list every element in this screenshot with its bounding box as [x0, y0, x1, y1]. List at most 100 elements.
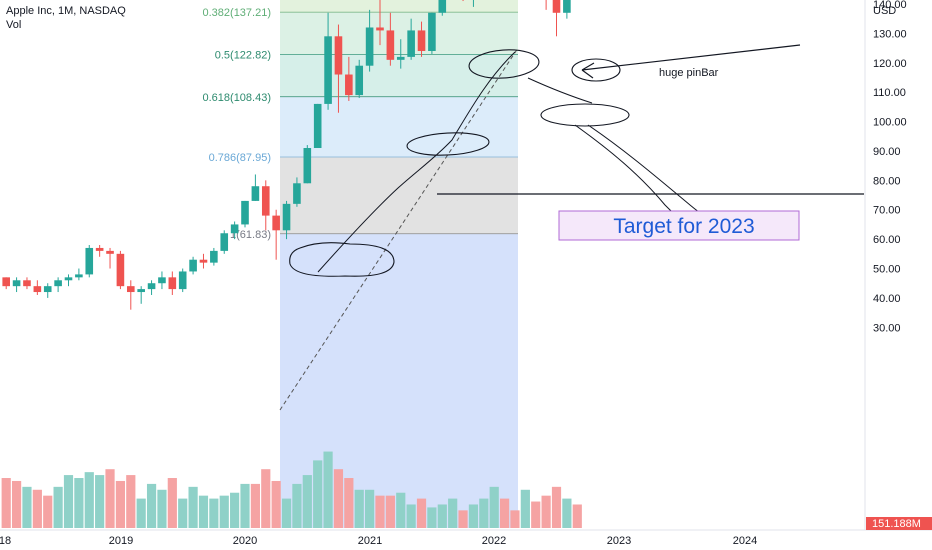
- volume-bar: [1, 478, 11, 528]
- fib-trend-dashed-line: [279, 47, 519, 411]
- candle-body: [189, 259, 197, 272]
- candle-body: [303, 148, 312, 184]
- volume-bar: [448, 498, 458, 528]
- volume-bar: [63, 475, 74, 528]
- price-tick-label: 50.00: [873, 264, 901, 276]
- candle-body: [54, 280, 62, 287]
- circle-top-2022: [468, 49, 540, 79]
- volume-bars: [1, 451, 582, 528]
- candle-body: [95, 247, 104, 251]
- candle-body: [116, 253, 125, 287]
- candle-body: [126, 286, 135, 293]
- volume-bar: [209, 498, 219, 528]
- volume-bar: [115, 480, 126, 528]
- volume-bar: [84, 472, 94, 528]
- volume-badge: [866, 517, 932, 530]
- candle-body: [106, 250, 114, 254]
- candle-body: [355, 65, 364, 96]
- candle-body: [12, 280, 21, 287]
- candle-body: [428, 12, 436, 52]
- candle-body: [75, 274, 83, 278]
- volume-bar: [188, 486, 198, 528]
- volume-bar: [365, 489, 375, 528]
- volume-bar: [323, 451, 333, 528]
- volume-bar: [240, 483, 250, 528]
- volume-bar: [136, 498, 146, 528]
- volume-bar: [354, 489, 364, 528]
- circle-pinbar: [571, 58, 621, 82]
- volume-bar: [479, 498, 489, 528]
- candle-body: [334, 36, 343, 75]
- candle-body: [137, 289, 145, 293]
- price-tick-label: 40.00: [873, 293, 901, 305]
- price-tick-label: 30.00: [873, 322, 901, 334]
- volume-bar: [95, 475, 105, 528]
- time-tick-label: 2019: [109, 535, 133, 547]
- drawings[interactable]: huge pinBar Target for 2023: [279, 44, 864, 411]
- price-badges: 155.8127d 15h151.188M: [866, 517, 932, 530]
- price-tick-label: 140.00: [873, 0, 907, 11]
- volume-bar: [385, 495, 395, 528]
- volume-bar: [344, 478, 354, 528]
- candle-body: [386, 30, 395, 60]
- volume-bar: [427, 507, 437, 528]
- candle-body: [282, 203, 291, 231]
- candle-body: [272, 215, 280, 231]
- time-tick-label: 2024: [733, 535, 757, 547]
- candle-body: [324, 36, 332, 104]
- candlesticks: [2, 0, 571, 310]
- volume-bar: [178, 498, 188, 528]
- price-tick-label: 130.00: [873, 28, 907, 40]
- candle-body: [23, 280, 31, 287]
- time-tick-label: 2023: [607, 535, 631, 547]
- price-axis[interactable]: 190.00180.00170.00160.00150.00140.00130.…: [864, 0, 907, 530]
- fib-zone: [280, 0, 518, 13]
- candle-body: [199, 259, 208, 263]
- volume-bar: [198, 495, 209, 528]
- price-tick-label: 110.00: [873, 87, 906, 99]
- volume-bar: [302, 475, 312, 528]
- candle-body: [396, 56, 405, 60]
- price-tick-label: 60.00: [873, 234, 901, 246]
- volume-bar: [219, 495, 229, 528]
- candle-body: [251, 186, 260, 201]
- volume-bar: [520, 489, 530, 528]
- time-axis[interactable]: 18 2019 2020 2021 2022 2023 2024: [0, 529, 932, 547]
- volume-bar: [146, 483, 157, 528]
- candle-body: [293, 183, 301, 204]
- candle-body: [563, 0, 571, 13]
- volume-bar: [468, 504, 479, 528]
- candle-body: [147, 283, 156, 290]
- fib-level-label: 1(61.83): [230, 229, 271, 241]
- volume-bar: [458, 510, 468, 528]
- price-tick-label: 100.00: [873, 117, 907, 129]
- time-tick-label: 2021: [358, 535, 382, 547]
- circle-retest: [540, 103, 630, 127]
- pinbar-arrow: [581, 44, 801, 79]
- circle-mid-2021: [406, 132, 490, 156]
- candle-body: [2, 277, 10, 287]
- volume-bar: [157, 489, 167, 528]
- candle-body: [85, 247, 94, 275]
- pinbar-label: huge pinBar: [659, 67, 719, 79]
- volume-bar: [292, 483, 302, 528]
- candle-body: [376, 27, 384, 31]
- volume-bar: [333, 469, 344, 528]
- candle-body: [33, 286, 42, 293]
- time-tick-label: 2022: [482, 535, 506, 547]
- candle-body: [230, 224, 239, 234]
- volume-bar: [499, 498, 510, 528]
- volume-bar: [510, 510, 520, 528]
- symbol-title[interactable]: Apple Inc, 1M, NASDAQ: [6, 5, 126, 17]
- volume-bar: [22, 486, 32, 528]
- fib-zone: [280, 12, 518, 55]
- target-box[interactable]: [558, 210, 800, 241]
- candle-body: [552, 0, 561, 13]
- volume-bar: [313, 460, 323, 528]
- price-tick-label: 80.00: [873, 175, 901, 187]
- hand-curve-to-target-2: [587, 124, 719, 221]
- fib-level-label: 0.786(87.95): [209, 152, 271, 164]
- candle-body: [210, 250, 218, 263]
- volume-bar: [250, 483, 260, 528]
